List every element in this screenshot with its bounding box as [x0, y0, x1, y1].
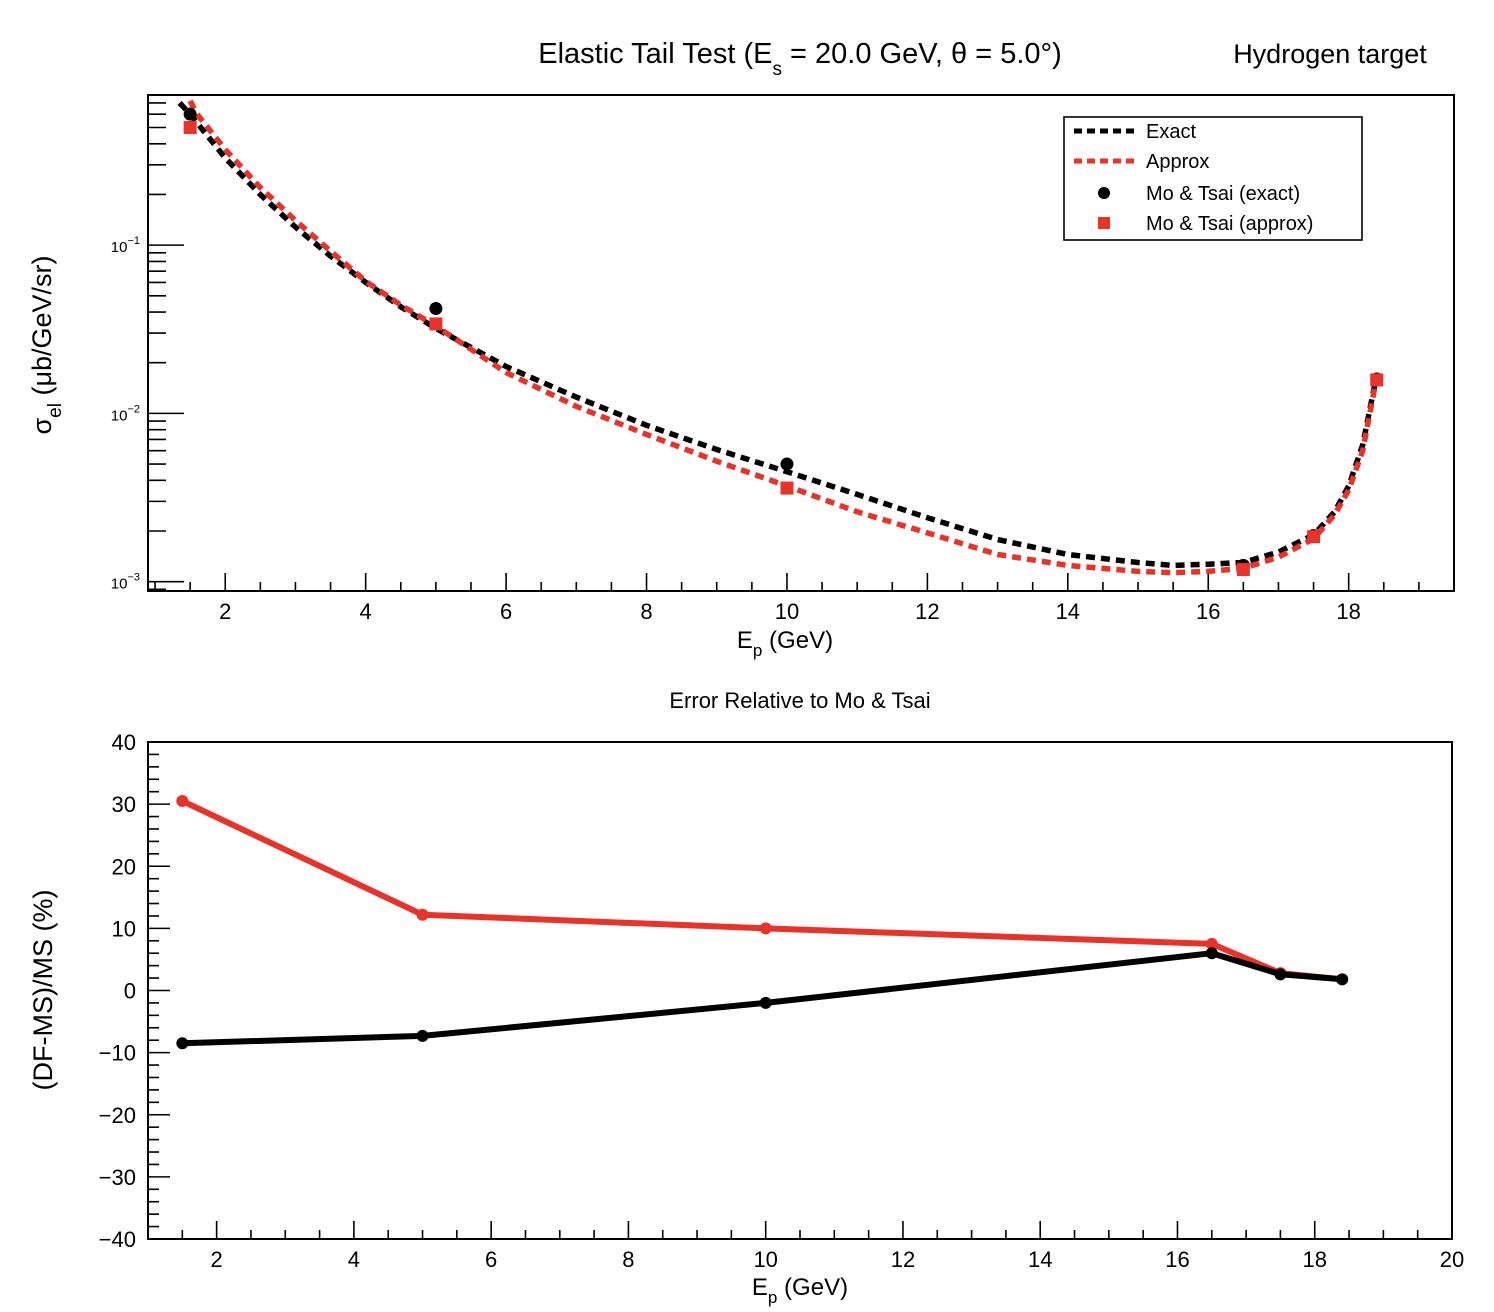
y-tick-label: −40	[99, 1227, 136, 1252]
x-tick-label: 10	[775, 599, 799, 624]
exact-error-point	[1274, 968, 1287, 981]
y-tick-label: −10	[99, 1041, 136, 1066]
cross-section-ticks: 2 4 6 8 10 12 14 16 18 10−1 10−2 10−3	[111, 102, 1455, 624]
x-tick-label: 18	[1336, 599, 1360, 624]
x-tick-label: 2	[219, 599, 231, 624]
x-tick-label: 14	[1056, 599, 1080, 624]
exact-error-point	[759, 996, 772, 1009]
cross-section-series	[177, 99, 1384, 577]
y-tick-label: −20	[99, 1103, 136, 1128]
mo-tsai-approx-point	[780, 481, 794, 495]
x-tick-label: 12	[891, 1247, 915, 1272]
x-tick-label: 6	[485, 1247, 497, 1272]
approx-error-point	[759, 922, 772, 935]
x-tick-label: 10	[753, 1247, 777, 1272]
y-tick-label: 40	[112, 730, 136, 755]
cross-section-frame	[147, 94, 1455, 592]
legend-mo-tsai-approx-marker	[1098, 217, 1110, 229]
x-tick-label: 2	[211, 1247, 223, 1272]
approx-error-point	[176, 795, 189, 808]
relative-error-title: Error Relative to Mo & Tsai	[669, 688, 930, 713]
mo-tsai-approx-point	[183, 120, 197, 134]
approx-error-point	[416, 908, 429, 921]
legend: Exact Approx Mo & Tsai (exact) Mo & Tsai…	[1063, 116, 1363, 241]
relative-error-plot: Error Relative to Mo & Tsai 2 4 6 8 10 12 14 16…	[28, 688, 1464, 1307]
x-tick-label: 14	[1028, 1247, 1052, 1272]
target-label: Hydrogen target	[1233, 39, 1427, 69]
mo-tsai-exact-point	[780, 457, 794, 471]
y-tick-label: 0	[124, 979, 136, 1004]
mo-tsai-exact-point	[183, 107, 197, 121]
mo-tsai-approx-point	[1307, 530, 1321, 544]
exact-error-line	[182, 950, 1343, 1047]
y-tick-label: 10−1	[111, 235, 140, 256]
x-tick-label: 16	[1165, 1247, 1189, 1272]
legend-box	[1063, 116, 1363, 241]
cross-section-y-axis-label: σel (μb/GeV/sr)	[27, 255, 66, 434]
legend-approx-label: Approx	[1146, 151, 1209, 173]
y-tick-label: 30	[112, 792, 136, 817]
relative-error-frame	[147, 741, 1453, 1240]
x-tick-label: 6	[500, 599, 512, 624]
relative-error-x-axis-label: Ep (GeV)	[752, 1274, 848, 1307]
relative-error-series	[176, 795, 1349, 1050]
x-tick-label: 20	[1440, 1247, 1464, 1272]
cross-section-x-axis-label: Ep (GeV)	[737, 627, 833, 660]
exact-error-point	[1336, 973, 1349, 986]
legend-mo-tsai-exact-label: Mo & Tsai (exact)	[1146, 183, 1300, 205]
x-tick-label: 4	[348, 1247, 360, 1272]
exact-error-point	[176, 1037, 189, 1050]
x-tick-label: 16	[1196, 599, 1220, 624]
legend-mo-tsai-approx-label: Mo & Tsai (approx)	[1146, 213, 1313, 235]
exact-curve	[177, 101, 1380, 569]
approx-curve	[187, 99, 1380, 576]
x-tick-label: 18	[1302, 1247, 1326, 1272]
exact-error-point	[416, 1029, 429, 1042]
exact-error-point	[1205, 947, 1218, 960]
y-tick-label: 20	[112, 854, 136, 879]
y-tick-label: 10	[112, 916, 136, 941]
legend-mo-tsai-exact-marker	[1098, 187, 1110, 199]
y-tick-label: 10−2	[111, 403, 140, 424]
approx-error-point	[1205, 937, 1218, 950]
main-title: Elastic Tail Test (Es = 20.0 GeV, θ = 5.…	[538, 38, 1062, 80]
x-tick-label: 4	[360, 599, 372, 624]
approx-error-line	[181, 798, 1343, 983]
relative-error-ticks: 2 4 6 8 10 12 14 16 18 20 40 30 20 10 0 −10 −20 −30 −40	[99, 730, 1465, 1272]
cross-section-plot: 2 4 6 8 10 12 14 16 18 10−1 10−2 10−3 Ep (GeV) σel …	[27, 94, 1455, 660]
y-tick-label: −30	[99, 1165, 136, 1190]
x-tick-label: 8	[622, 1247, 634, 1272]
mo-tsai-approx-point	[1236, 563, 1250, 577]
mo-tsai-approx-point	[1370, 373, 1384, 387]
mo-tsai-exact-point	[429, 302, 443, 316]
x-tick-label: 12	[915, 599, 939, 624]
relative-error-y-axis-label: (DF-MS)/MS (%)	[28, 890, 58, 1091]
y-tick-label: 10−3	[111, 572, 140, 593]
legend-exact-label: Exact	[1146, 121, 1196, 143]
mo-tsai-approx-point	[429, 317, 443, 331]
x-tick-label: 8	[640, 599, 652, 624]
